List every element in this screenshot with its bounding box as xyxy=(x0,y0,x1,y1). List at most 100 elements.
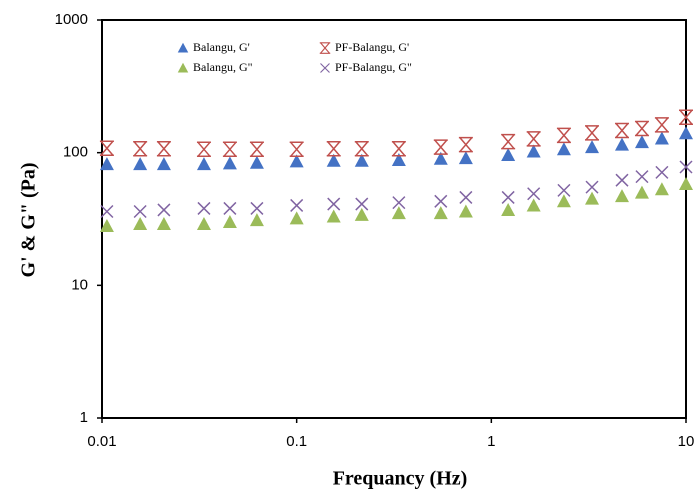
point xyxy=(196,141,211,158)
point xyxy=(99,140,114,156)
point xyxy=(557,183,571,197)
x-axis-title: Frequancy (Hz) xyxy=(333,468,468,490)
point xyxy=(679,177,693,191)
point xyxy=(614,137,629,151)
point xyxy=(556,142,571,156)
point xyxy=(196,216,211,230)
point xyxy=(354,207,369,221)
point xyxy=(585,140,600,154)
point xyxy=(133,205,147,219)
point xyxy=(501,148,516,162)
legend-label: PF-Balangu, G" xyxy=(335,60,412,74)
legend-marker xyxy=(319,42,331,54)
point xyxy=(354,141,369,157)
point xyxy=(526,198,541,212)
point xyxy=(433,139,448,155)
point xyxy=(355,197,369,211)
point xyxy=(289,154,304,168)
legend-marker xyxy=(177,42,189,53)
point xyxy=(290,198,304,212)
point xyxy=(614,189,629,203)
point xyxy=(585,180,599,194)
y-tick-label: 10 xyxy=(71,276,88,293)
point xyxy=(223,201,237,215)
y-tick-label: 100 xyxy=(63,144,88,161)
point xyxy=(249,141,264,158)
y-tick-label: 1000 xyxy=(55,11,88,28)
point xyxy=(157,203,171,217)
point xyxy=(433,206,448,220)
point xyxy=(654,182,669,196)
point xyxy=(585,125,600,141)
point xyxy=(392,196,406,210)
point xyxy=(222,156,237,170)
point xyxy=(222,141,237,158)
x-tick-label: 10 xyxy=(678,433,695,450)
point xyxy=(250,201,264,215)
point xyxy=(501,202,516,216)
point xyxy=(100,205,114,219)
x-tick-label: 1 xyxy=(487,433,495,450)
point xyxy=(526,144,541,158)
legend-marker xyxy=(320,63,330,73)
point xyxy=(326,209,341,223)
point xyxy=(391,141,406,157)
point xyxy=(99,219,114,233)
x-tick-label: 0.01 xyxy=(87,433,116,450)
point xyxy=(527,187,541,201)
point xyxy=(327,197,341,211)
point xyxy=(501,133,516,150)
point xyxy=(679,126,693,140)
point xyxy=(156,216,171,230)
point xyxy=(197,201,211,215)
point xyxy=(222,215,237,229)
point xyxy=(459,190,473,204)
point xyxy=(458,136,473,153)
point xyxy=(614,122,629,139)
point xyxy=(634,135,649,149)
point xyxy=(615,173,629,187)
point xyxy=(654,117,669,133)
plot-frame xyxy=(101,19,687,419)
point xyxy=(679,160,693,174)
legend-label: Balangu, G' xyxy=(193,40,250,54)
x-tick-label: 0.1 xyxy=(286,433,307,450)
point xyxy=(289,211,304,225)
point xyxy=(133,216,148,230)
point xyxy=(391,206,406,220)
point xyxy=(99,157,114,171)
point xyxy=(526,131,541,147)
point xyxy=(433,151,448,165)
point xyxy=(249,213,264,227)
point xyxy=(434,194,448,208)
point xyxy=(585,191,600,205)
point xyxy=(133,157,148,171)
point xyxy=(354,153,369,167)
y-axis-title: G' & G" (Pa) xyxy=(18,163,40,278)
legend-marker xyxy=(177,62,189,73)
point xyxy=(156,157,171,171)
legend-label: PF-Balangu, G' xyxy=(335,40,409,54)
legend-label: Balangu, G" xyxy=(193,60,253,74)
point xyxy=(249,155,264,169)
point xyxy=(458,151,473,165)
point xyxy=(679,109,693,125)
point xyxy=(458,204,473,218)
point xyxy=(634,185,649,199)
point xyxy=(501,190,515,204)
point xyxy=(133,141,148,157)
point xyxy=(289,141,304,158)
point xyxy=(655,165,669,179)
point xyxy=(556,194,571,208)
point xyxy=(635,170,649,184)
point xyxy=(556,127,571,144)
point xyxy=(634,120,649,137)
point xyxy=(196,157,211,171)
point xyxy=(156,141,171,157)
y-tick-label: 1 xyxy=(80,409,88,426)
point xyxy=(326,153,341,167)
point xyxy=(654,131,669,145)
point xyxy=(326,141,341,157)
point xyxy=(391,153,406,167)
